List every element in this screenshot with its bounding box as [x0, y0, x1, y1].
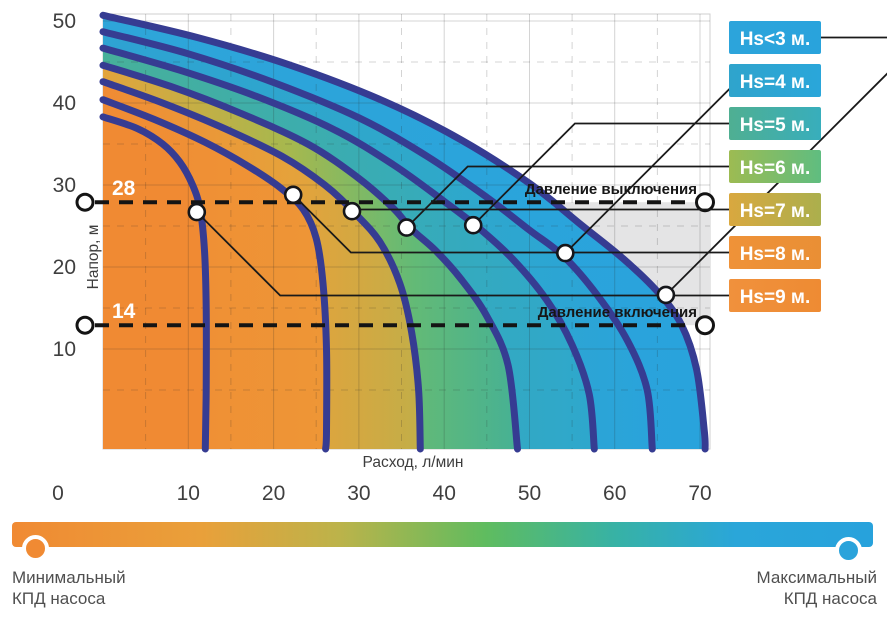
legend-label-hs4м: Hs=4 м.	[740, 72, 811, 93]
legend-chip-hs9м	[729, 279, 821, 312]
callout-line-hs8м	[292, 194, 729, 254]
legend-label-hs6м: Hs=6 м.	[740, 158, 811, 179]
pump-curve-hs4м	[99, 28, 656, 453]
pump-curve-hs8м	[99, 96, 331, 453]
y-tick-20: 20	[53, 256, 76, 279]
max-efficiency-marker	[835, 537, 862, 564]
cuton-pressure-caption: Давление включения	[538, 304, 697, 321]
curve-marker-hs<3м	[656, 285, 676, 305]
cutoff-pressure-left-endpoint	[75, 192, 95, 212]
x-axis-title: Расход, л/мин	[362, 454, 464, 471]
cuton-pressure-right-endpoint	[695, 315, 715, 336]
x-tick-50: 50	[518, 482, 541, 505]
cutoff-pressure-value-label: 28	[112, 177, 136, 200]
pump-curve-hs9м	[99, 113, 210, 453]
legend-chip-hs8м	[729, 236, 821, 269]
legend-chip-hs7м	[729, 193, 821, 226]
x-tick-60: 60	[603, 482, 626, 505]
y-tick-50: 50	[53, 10, 76, 33]
legend-label-hs9м: Hs=9 м.	[740, 287, 811, 308]
min-efficiency-label: Минимальный КПД насоса	[12, 567, 126, 609]
cuton-pressure-value-label: 14	[112, 300, 136, 323]
legend-label-hs7м: Hs=7 м.	[740, 201, 811, 222]
y-tick-40: 40	[53, 92, 76, 115]
cutoff-pressure-caption: Давление выключения	[525, 181, 697, 198]
callout-line-hs6м	[405, 165, 729, 229]
x-tick-70: 70	[688, 482, 711, 505]
max-efficiency-line1: Максимальный	[756, 568, 877, 587]
x-tick-10: 10	[177, 482, 200, 505]
legend-label-hs5м: Hs=5 м.	[740, 115, 811, 136]
max-efficiency-line2: КПД насоса	[783, 589, 877, 608]
x-tick-40: 40	[433, 482, 456, 505]
area-fill-hs9м	[103, 116, 207, 450]
legend-chip-hs<3м	[729, 21, 821, 54]
curve-marker-hs5м	[463, 215, 483, 235]
callout-line-hs5м	[472, 122, 729, 226]
pump-curves-chart: 28 Давление выключения 14 Давление включени…	[52, 10, 887, 505]
curve-marker-hs6м	[397, 218, 416, 237]
callout-line-hs9м	[196, 211, 729, 297]
min-efficiency-line1: Минимальный	[12, 568, 126, 587]
curve-marker-hs7м	[342, 201, 362, 221]
x-tick-20: 20	[262, 482, 285, 505]
curve-marker-hs8м	[283, 185, 303, 205]
cutoff-pressure-right-endpoint	[695, 192, 715, 213]
legend-chip-hs6м	[729, 150, 821, 183]
legend-chip-hs5м	[729, 107, 821, 140]
y-tick-30: 30	[53, 174, 76, 197]
pump-curve-hs5м	[99, 44, 598, 453]
min-efficiency-line2: КПД насоса	[12, 589, 106, 608]
x-tick-30: 30	[347, 482, 370, 505]
efficiency-gradient-bar	[12, 522, 873, 547]
legend-label-hs8м: Hs=8 м.	[740, 244, 811, 265]
max-efficiency-label: Максимальный КПД насоса	[757, 567, 877, 609]
legend-label-hs<3м: Hs<3 м.	[740, 29, 811, 50]
curve-marker-hs9м	[187, 202, 207, 222]
legend-chip-hs4м	[729, 64, 821, 97]
min-efficiency-marker	[22, 535, 49, 562]
cuton-pressure-left-endpoint	[75, 315, 95, 335]
y-axis-title: Напор, м	[85, 224, 102, 290]
x-tick-0: 0	[52, 482, 64, 505]
curve-marker-hs4м	[555, 243, 575, 263]
y-tick-10: 10	[53, 338, 76, 361]
